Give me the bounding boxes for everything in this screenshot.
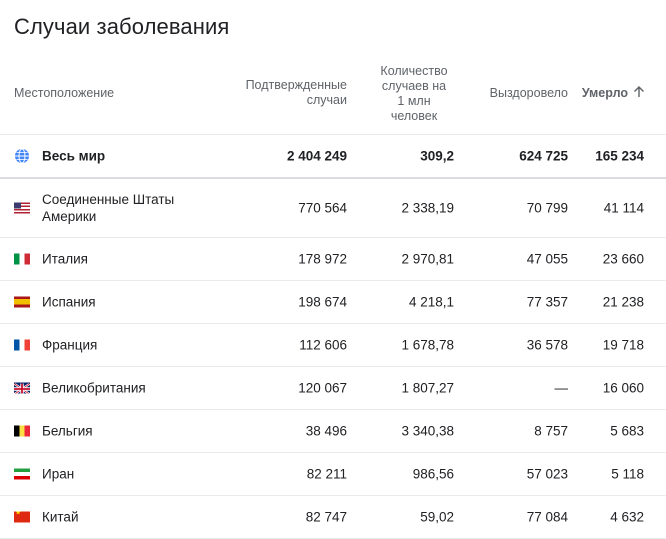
header-per-million-line3: 1 млн	[397, 94, 431, 108]
deaths-value: 5 118	[611, 466, 644, 482]
location-name: Великобритания	[42, 380, 146, 396]
deaths-value: 23 660	[602, 251, 644, 267]
location-name: Соединенные Штаты Америки	[42, 192, 175, 224]
header-location[interactable]: Местоположение	[14, 86, 115, 100]
header-deaths-label: Умерло	[581, 86, 628, 100]
per-million-value: 1 807,27	[401, 380, 454, 396]
deaths-value: 5 683	[610, 423, 644, 439]
header-deaths[interactable]: Умерло	[582, 86, 644, 101]
recovered-value: 36 578	[526, 337, 568, 353]
italy-flag-icon	[14, 253, 30, 265]
deaths-value: 21 238	[602, 294, 644, 310]
deaths-value: 165 234	[595, 148, 644, 164]
header-per-million[interactable]: Количество случаев на 1 млн человек	[374, 64, 454, 124]
recovered-value: 77 357	[526, 294, 568, 310]
recovered-value: —	[554, 380, 569, 396]
header-confirmed[interactable]: Подтвержденные случаи	[246, 78, 347, 108]
header-per-million-line1: Количество	[380, 64, 448, 78]
confirmed-value: 120 067	[298, 380, 347, 396]
arrow-up-icon	[634, 86, 644, 101]
deaths-value: 19 718	[602, 337, 644, 353]
recovered-value: 8 757	[534, 423, 568, 439]
location-name: Франция	[42, 337, 98, 353]
confirmed-value: 178 972	[298, 251, 347, 267]
header-confirmed-line1: Подтвержденные	[245, 78, 347, 92]
confirmed-value: 198 674	[298, 294, 347, 310]
spain-flag-icon	[14, 296, 30, 308]
confirmed-value: 2 404 249	[286, 148, 347, 164]
table-row[interactable]: Соединенные Штаты Америки 770 564 2 338,…	[0, 179, 666, 238]
location-name: Китай	[42, 509, 79, 525]
header-confirmed-line2: случаи	[306, 93, 347, 107]
per-million-value: 2 338,19	[401, 200, 454, 216]
per-million-value: 309,2	[420, 148, 454, 164]
per-million-value: 1 678,78	[401, 337, 454, 353]
per-million-value: 4 218,1	[408, 294, 454, 310]
confirmed-value: 112 606	[299, 337, 347, 353]
location-name: Иран	[42, 466, 75, 482]
table-row[interactable]: Франция 112 606 1 678,78 36 578 19 718	[0, 324, 666, 367]
uk-flag-icon	[14, 382, 30, 394]
recovered-value: 47 055	[526, 251, 568, 267]
china-flag-icon	[14, 511, 30, 523]
table-row-world[interactable]: Весь мир 2 404 249 309,2 624 725 165 234	[0, 135, 666, 179]
table-row[interactable]: Иран 82 211 986,56 57 023 5 118	[0, 453, 666, 496]
globe-icon	[14, 148, 30, 164]
deaths-value: 4 632	[610, 509, 644, 525]
deaths-value: 41 114	[603, 200, 644, 216]
header-recovered[interactable]: Выздоровело	[489, 86, 568, 100]
recovered-value: 70 799	[526, 200, 568, 216]
confirmed-value: 82 211	[306, 466, 347, 482]
per-million-value: 59,02	[420, 509, 454, 525]
header-per-million-line4: человек	[390, 109, 438, 123]
cases-table: Местоположение Подтвержденные случаи Кол…	[0, 56, 666, 539]
location-name: Весь мир	[42, 148, 106, 164]
table-header: Местоположение Подтвержденные случаи Кол…	[0, 56, 666, 135]
belgium-flag-icon	[14, 425, 30, 437]
table-row[interactable]: Великобритания 120 067 1 807,27 — 16 060	[0, 367, 666, 410]
per-million-value: 3 340,38	[401, 423, 454, 439]
location-name: Испания	[42, 294, 96, 310]
per-million-value: 986,56	[412, 466, 454, 482]
recovered-value: 57 023	[526, 466, 568, 482]
deaths-value: 16 060	[602, 380, 644, 396]
table-row[interactable]: Испания 198 674 4 218,1 77 357 21 238	[0, 281, 666, 324]
header-per-million-line2: случаев на	[381, 79, 447, 93]
confirmed-value: 38 496	[305, 423, 347, 439]
per-million-value: 2 970,81	[401, 251, 454, 267]
location-name: Италия	[42, 251, 88, 267]
us-flag-icon	[14, 202, 30, 214]
iran-flag-icon	[14, 468, 30, 480]
confirmed-value: 82 747	[305, 509, 347, 525]
page-title: Случаи заболевания	[14, 14, 230, 39]
table-row[interactable]: Бельгия 38 496 3 340,38 8 757 5 683	[0, 410, 666, 453]
recovered-value: 624 725	[519, 148, 568, 164]
france-flag-icon	[14, 339, 30, 351]
location-name: Бельгия	[42, 423, 93, 439]
table-row[interactable]: Китай 82 747 59,02 77 084 4 632	[0, 496, 666, 539]
confirmed-value: 770 564	[298, 200, 347, 216]
table-row[interactable]: Италия 178 972 2 970,81 47 055 23 660	[0, 238, 666, 281]
recovered-value: 77 084	[526, 509, 568, 525]
